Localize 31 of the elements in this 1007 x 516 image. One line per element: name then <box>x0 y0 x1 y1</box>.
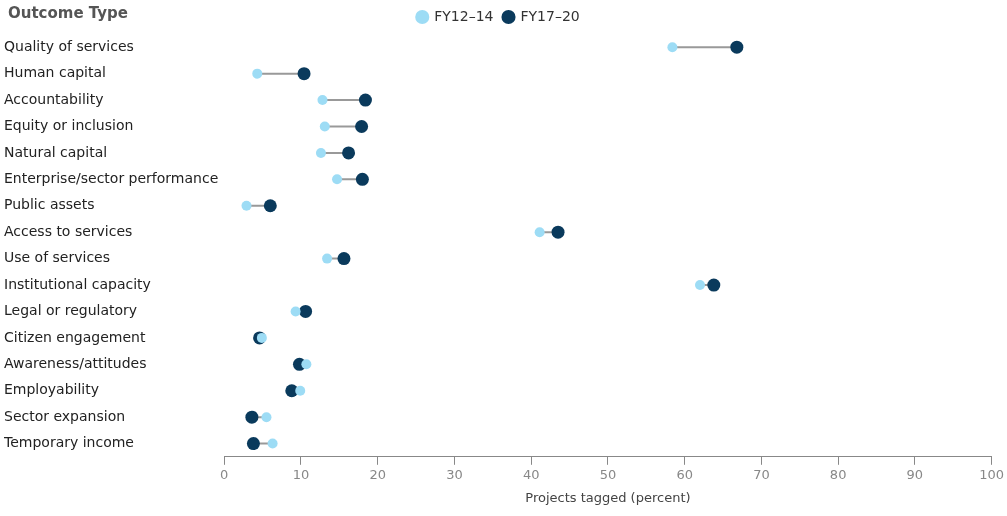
x-tick-label: 10 <box>292 466 310 482</box>
y-tick-label: Human capital <box>4 64 106 81</box>
y-tick-label: Citizen engagement <box>4 328 146 345</box>
x-tick-label: 60 <box>676 466 693 482</box>
y-tick-label: Public assets <box>4 196 95 213</box>
y-tick-label: Employability <box>4 381 100 398</box>
y-tick-label: Enterprise/sector performance <box>4 169 219 186</box>
x-tick-label: 0 <box>220 466 229 482</box>
x-tick-label: 20 <box>369 466 386 482</box>
legend-label: FY17–20 <box>520 7 580 24</box>
y-tick-label: Institutional capacity <box>4 275 151 292</box>
y-tick-label: Legal or regulatory <box>4 302 138 319</box>
y-tick-label: Awareness/attitudes <box>4 354 147 371</box>
x-tick-label: 30 <box>446 466 463 482</box>
y-tick-label: Access to services <box>4 222 133 239</box>
y-axis-title: Outcome Type <box>8 4 128 22</box>
y-tick-label: Use of services <box>4 249 110 266</box>
y-tick-label: Natural capital <box>4 143 108 160</box>
y-tick-label: Quality of services <box>4 37 134 54</box>
x-tick-label: 70 <box>753 466 770 482</box>
x-tick-label: 40 <box>522 466 540 482</box>
y-tick-label: Accountability <box>4 90 104 107</box>
x-tick-label: 50 <box>599 466 617 482</box>
x-tick-label: 100 <box>979 466 1005 482</box>
x-tick-label: 90 <box>906 466 924 482</box>
legend-label: FY12–14 <box>434 7 494 24</box>
x-tick-label: 80 <box>829 466 847 482</box>
y-tick-label: Sector expansion <box>4 407 126 424</box>
x-axis-title: Projects tagged (percent) <box>525 489 691 505</box>
y-tick-label: Temporary income <box>3 434 134 451</box>
y-tick-label: Equity or inclusion <box>4 117 134 134</box>
